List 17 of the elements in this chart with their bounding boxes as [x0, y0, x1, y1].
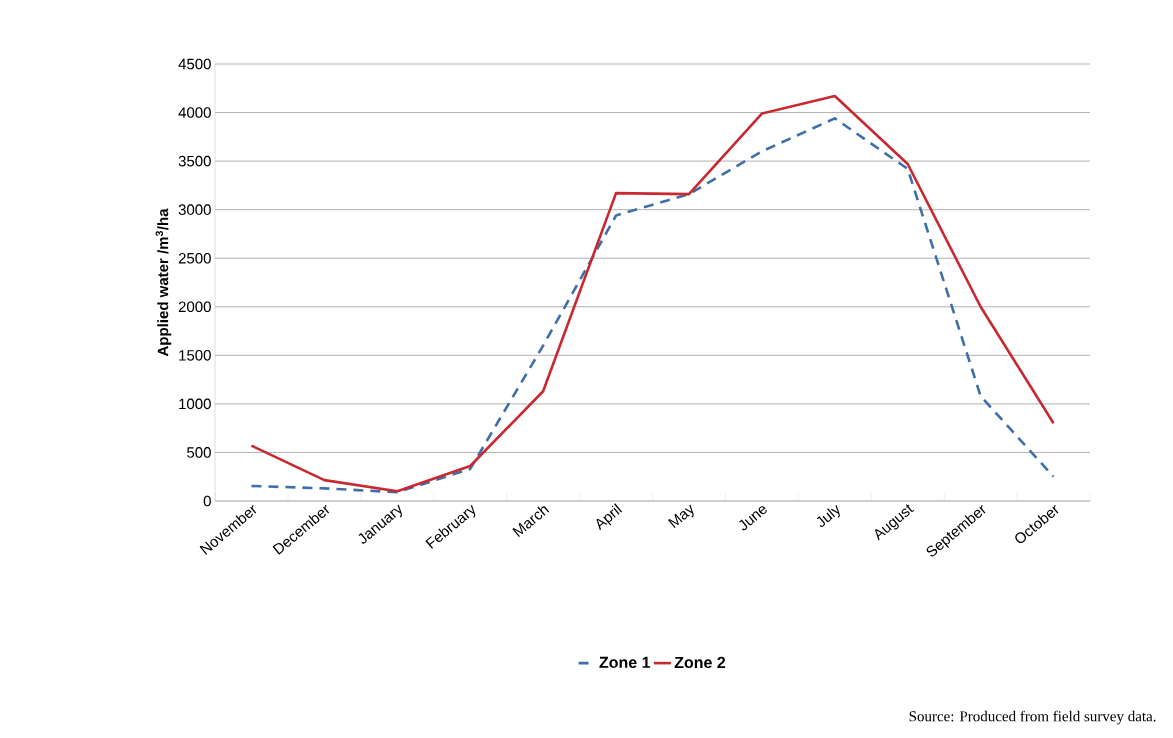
- legend-label: Zone 1: [599, 656, 651, 669]
- source-note: Source: Produced from field survey data.: [909, 710, 1156, 725]
- y-tick-label: 2500: [178, 252, 211, 264]
- y-tick-label: 3500: [178, 155, 211, 167]
- y-tick-label: 1000: [179, 398, 211, 410]
- y-tick-label: 1500: [179, 350, 211, 361]
- x-tick-label: June: [739, 506, 767, 531]
- x-tick-label: July: [816, 504, 840, 527]
- y-tick-label: 3000: [178, 204, 211, 215]
- x-tick-label: May: [668, 504, 694, 529]
- y-tick-label: 500: [187, 447, 211, 458]
- y-axis-title: Applied water /m$^{3}$/ha: [155, 208, 172, 357]
- y-tick-label: 0: [203, 495, 211, 507]
- y-tick-label: 4500: [178, 58, 211, 70]
- y-tick-label: 4000: [178, 107, 211, 118]
- y-tick-label: 2000: [178, 301, 211, 313]
- legend-label: Zone 2: [674, 656, 726, 669]
